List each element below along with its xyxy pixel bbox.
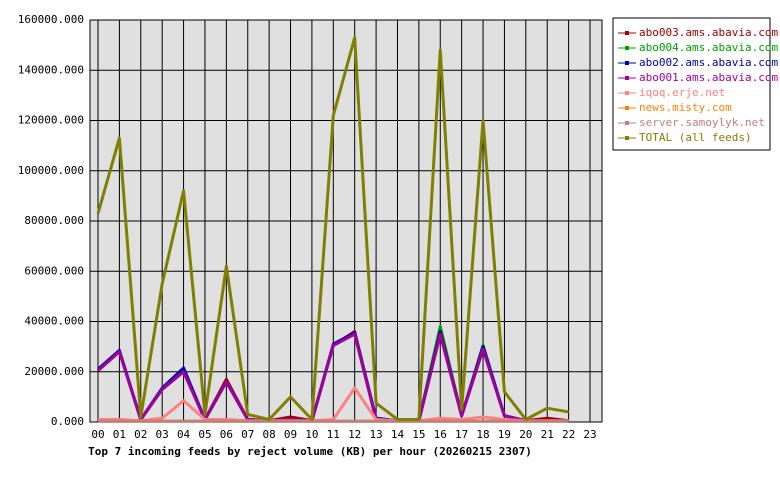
legend-label: abo002.ams.abavia.com	[639, 56, 778, 69]
y-tick-label: 20000.000	[24, 365, 84, 378]
x-tick-label: 17	[455, 428, 468, 441]
legend-label: TOTAL (all feeds)	[639, 131, 752, 144]
x-tick-label: 19	[498, 428, 511, 441]
y-tick-label: 140000.000	[18, 63, 84, 76]
x-tick-label: 10	[305, 428, 318, 441]
x-tick-label: 13	[369, 428, 382, 441]
legend-label: abo003.ams.abavia.com	[639, 26, 778, 39]
x-tick-label: 21	[541, 428, 554, 441]
series-line	[96, 36, 569, 421]
legend-marker	[625, 91, 629, 95]
x-tick-label: 03	[156, 428, 169, 441]
legend-label: abo004.ams.abavia.com	[639, 41, 778, 54]
x-tick-label: 08	[263, 428, 276, 441]
x-tick-label: 20	[519, 428, 532, 441]
x-tick-label: 11	[327, 428, 340, 441]
series-line	[97, 332, 569, 423]
x-tick-label: 23	[583, 428, 596, 441]
legend-marker	[625, 46, 629, 50]
legend-label: news.misty.com	[639, 101, 732, 114]
y-tick-label: 80000.000	[24, 214, 84, 227]
x-tick-label: 04	[177, 428, 191, 441]
x-tick-label: 06	[220, 428, 233, 441]
x-tick-label: 00	[91, 428, 104, 441]
legend-label: iqoq.erje.net	[639, 86, 725, 99]
legend-marker	[625, 31, 629, 35]
y-tick-label: 60000.000	[24, 264, 84, 277]
x-tick-label: 05	[198, 428, 211, 441]
x-tick-label: 22	[562, 428, 575, 441]
x-tick-label: 01	[113, 428, 126, 441]
x-tick-label: 07	[241, 428, 254, 441]
y-tick-label: 160000.000	[18, 13, 84, 26]
legend-marker	[625, 76, 629, 80]
legend-marker	[625, 136, 629, 140]
chart-title: Top 7 incoming feeds by reject volume (K…	[88, 445, 532, 458]
x-tick-label: 16	[434, 428, 447, 441]
legend-label: abo001.ams.abavia.com	[639, 71, 778, 84]
x-tick-label: 12	[348, 428, 361, 441]
legend-box	[612, 17, 771, 151]
x-tick-label: 15	[412, 428, 425, 441]
x-tick-label: 09	[284, 428, 297, 441]
y-tick-label: 40000.000	[24, 315, 84, 328]
x-tick-label: 02	[134, 428, 147, 441]
y-tick-label: 0.000	[51, 415, 84, 428]
x-tick-label: 14	[391, 428, 405, 441]
series-line	[98, 386, 569, 423]
x-tick-label: 18	[476, 428, 489, 441]
legend-marker	[625, 61, 629, 65]
legend-label: server.samoylyk.net	[639, 116, 765, 129]
y-tick-label: 120000.000	[18, 114, 84, 127]
y-tick-label: 100000.000	[18, 164, 84, 177]
legend-marker	[625, 121, 629, 125]
legend-marker	[625, 106, 629, 110]
